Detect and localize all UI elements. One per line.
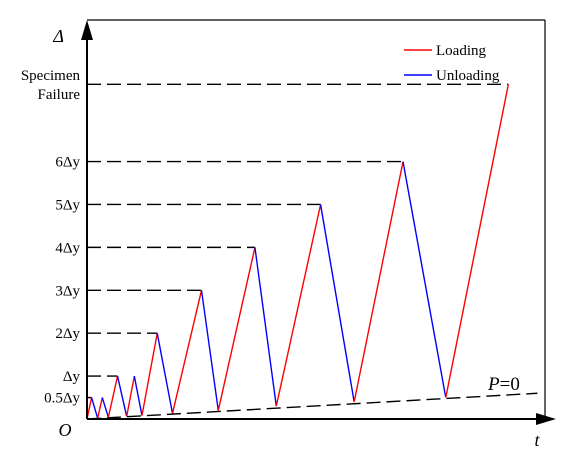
axes: Δ t O [52, 19, 556, 450]
unloading-segment-5 [156, 333, 174, 414]
legend: Loading Unloading [404, 43, 500, 84]
loading-segment-8 [275, 204, 322, 407]
y-axis-label: Δ [52, 26, 64, 46]
unloading-segment-9 [402, 161, 447, 398]
loading-segment-5 [141, 333, 158, 416]
loading-segment-3 [107, 375, 119, 418]
amplitude-guide-lines [87, 83, 509, 399]
unloading-segment-1 [90, 397, 99, 419]
unloading-segment-8 [319, 204, 355, 402]
baseline-annotation-value: =0 [500, 374, 520, 395]
y-tick-label-3: 3Δy [55, 283, 80, 299]
y-axis-arrow-icon [81, 20, 93, 40]
loading-segment-9 [353, 161, 404, 402]
loading-segment-10 [445, 84, 510, 398]
origin-label: O [59, 420, 72, 440]
unloading-segment-6 [200, 290, 219, 411]
x-axis-arrow-icon [536, 413, 556, 425]
legend-label-unloading: Unloading [436, 68, 500, 84]
loading-segment-2 [97, 397, 103, 419]
unloading-segment-3 [116, 375, 128, 417]
y-tick-label-7: Specimen Failure [21, 68, 81, 103]
loading-history-series [86, 84, 538, 420]
y-tick-label-4: 4Δy [55, 240, 80, 256]
loading-segment-7 [217, 247, 256, 411]
loading-segment-4 [126, 375, 136, 417]
unloading-segment-7 [254, 247, 278, 407]
y-tick-label-6: 6Δy [55, 155, 80, 171]
y-tick-label-2: 2Δy [55, 326, 80, 342]
y-tick-labels: 0.5Δy Δy 2Δy 3Δy 4Δy 5Δy 6Δy Specimen Failure [21, 68, 81, 407]
loading-segment-6 [171, 290, 203, 414]
baseline-annotation: P=0 [487, 374, 520, 395]
legend-label-loading: Loading [436, 43, 486, 59]
y-tick-label-0: 0.5Δy [44, 391, 80, 407]
zero-load-baseline [86, 392, 538, 420]
unloading-segment-4 [133, 375, 143, 416]
unloading-segment-2 [101, 397, 110, 418]
baseline-annotation-symbol: P [487, 374, 500, 395]
x-axis-label: t [534, 430, 540, 450]
y-tick-label-1: Δy [63, 369, 81, 385]
y-tick-label-5: 5Δy [55, 197, 80, 213]
